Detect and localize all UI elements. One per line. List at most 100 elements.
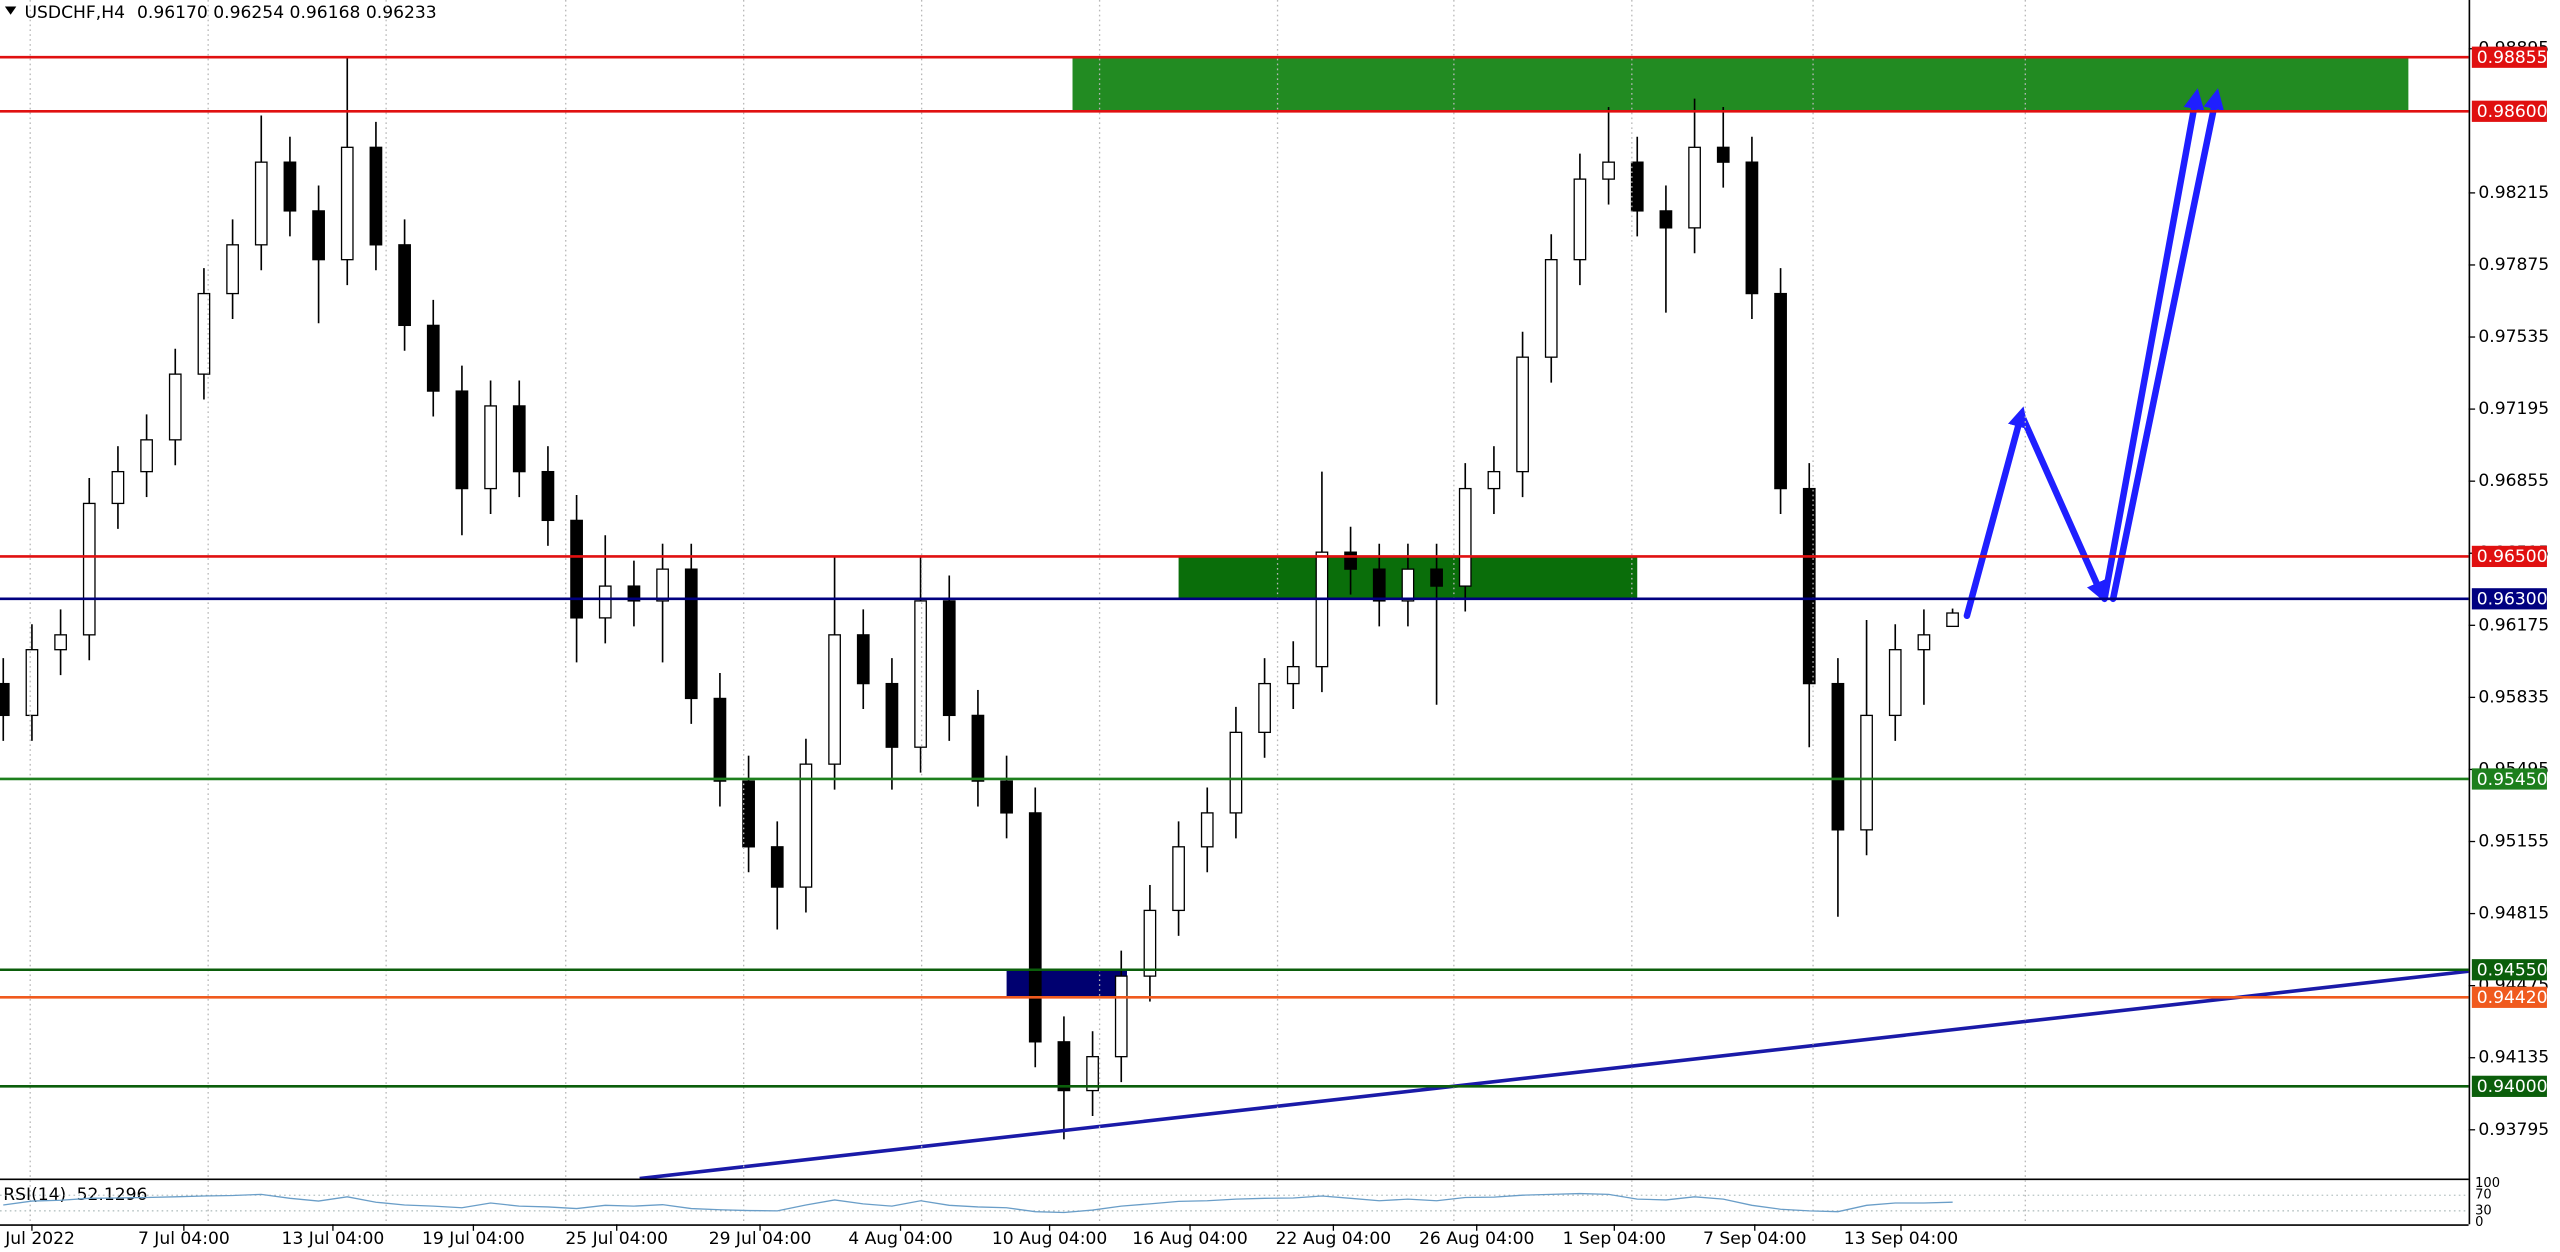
candle-body [25, 649, 39, 717]
candle-body [1544, 259, 1558, 358]
candle-body [1659, 210, 1673, 229]
y-tick-label: 0.94815 [2478, 904, 2549, 924]
candle-body [1602, 161, 1615, 180]
level-label: 0.94420 [2477, 988, 2548, 1008]
y-tick-label: 0.95835 [2478, 687, 2549, 707]
rsi-tick-label: 70 [2475, 1188, 2492, 1203]
y-tick-label: 0.96175 [2478, 615, 2549, 635]
candle-body [426, 324, 440, 392]
level-label: 0.96300 [2477, 590, 2548, 610]
y-tick-label: 0.94135 [2478, 1048, 2549, 1068]
level-label-box [2471, 959, 2547, 981]
candle-body [856, 634, 870, 685]
level-label: 0.98855 [2477, 48, 2548, 68]
zone [1006, 969, 1127, 998]
rsi-tick-label: 0 [2475, 1215, 2483, 1230]
candle-body [1516, 356, 1529, 473]
candle-body [140, 439, 153, 473]
candle-body [312, 210, 325, 261]
candle-body [168, 373, 182, 441]
candle-body [82, 502, 96, 636]
candle-body [197, 292, 211, 375]
candle-body [369, 146, 383, 246]
candle-body [455, 390, 469, 490]
projection-arrow [2101, 88, 2205, 603]
candle-body [570, 519, 583, 619]
candle-body [1860, 714, 1873, 831]
candle-body [1917, 634, 1931, 651]
candle-body [684, 568, 698, 700]
candle-body [1372, 568, 1386, 602]
level-label-box [2471, 588, 2547, 610]
candle-body [1946, 612, 1959, 628]
x-tick-label: 1 Sep 04:00 [1563, 1229, 1666, 1249]
candle-body [799, 763, 813, 888]
candle-body [226, 244, 239, 295]
candle-body [1487, 470, 1501, 490]
candle-body [283, 161, 297, 212]
candle-body [54, 634, 67, 651]
chart-header: USDCHF,H4 0.96170 0.96254 0.96168 0.9623… [24, 3, 436, 23]
candle-body [1286, 665, 1300, 685]
menu-triangle[interactable] [4, 6, 17, 15]
candle-body [1573, 178, 1587, 261]
x-tick-label: 13 Jul 04:00 [282, 1229, 385, 1249]
candle-body [1057, 1041, 1071, 1092]
x-tick-label: 29 Jul 04:00 [709, 1229, 812, 1249]
level-label: 0.96500 [2477, 547, 2548, 567]
candle-body [1802, 487, 1816, 685]
x-tick-label: 26 Aug 04:00 [1419, 1229, 1534, 1249]
y-tick-label: 0.97875 [2478, 255, 2549, 275]
candle-body [1401, 568, 1415, 602]
candle-body [1258, 682, 1271, 734]
rsi-line [3, 1192, 1953, 1214]
level-label: 0.95450 [2477, 770, 2548, 790]
candle-body [398, 244, 411, 327]
candle-body [1000, 780, 1013, 814]
y-tick-label: 0.93795 [2478, 1120, 2549, 1140]
candle-body [1028, 812, 1042, 1043]
candle-body [1200, 812, 1214, 848]
projection-arrow [1963, 406, 2029, 620]
candle-body [713, 697, 727, 782]
y-tick-label: 0.97195 [2478, 399, 2549, 419]
level-label-box [2471, 768, 2547, 790]
x-tick-label: 7 Sep 04:00 [1703, 1229, 1806, 1249]
y-tick-label: 0.97535 [2478, 327, 2549, 347]
candle-body [1315, 551, 1329, 668]
candle-body [1458, 487, 1472, 587]
candle-body [484, 405, 497, 490]
candle-body [656, 568, 669, 602]
candle-body [885, 682, 899, 748]
projection-arrow [2018, 411, 2107, 603]
level-label: 0.94000 [2477, 1077, 2548, 1097]
candle-body [942, 600, 956, 717]
x-tick-label: 1 Jul 2022 [0, 1229, 75, 1249]
level-label: 0.94550 [2477, 961, 2548, 981]
candle-body [111, 470, 125, 505]
x-tick-label: 4 Aug 04:00 [848, 1229, 953, 1249]
x-tick-label: 13 Sep 04:00 [1844, 1229, 1958, 1249]
candle-body [1086, 1056, 1099, 1092]
x-tick-label: 16 Aug 04:00 [1132, 1229, 1247, 1249]
rsi-tick-label: 100 [2475, 1176, 2500, 1191]
candle-body [914, 600, 927, 748]
y-tick-label: 0.98215 [2478, 183, 2549, 203]
y-tick-label: 0.96855 [2478, 471, 2549, 491]
x-tick-label: 19 Jul 04:00 [422, 1229, 525, 1249]
candle-body [1888, 649, 1902, 717]
x-tick-label: 10 Aug 04:00 [992, 1229, 1107, 1249]
candle-body [1430, 568, 1443, 587]
candle-body [254, 161, 268, 246]
level-label-box [2471, 100, 2547, 122]
candle-body [828, 634, 841, 765]
candle-body [1831, 682, 1845, 831]
level-label-box [2471, 1075, 2547, 1097]
rsi-tick-label: 30 [2475, 1203, 2492, 1218]
candle-body [0, 682, 10, 717]
zone [1072, 57, 2409, 112]
level-label-box [2471, 545, 2547, 568]
